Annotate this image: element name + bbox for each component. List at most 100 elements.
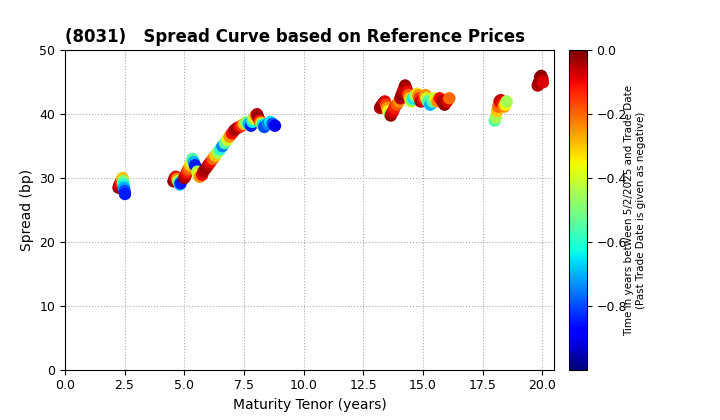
- Point: [238, 121, 250, 127]
- Point: [212, 149, 223, 156]
- Point: [494, 98, 505, 105]
- Point: [376, 102, 387, 109]
- Y-axis label: Time in years between 5/2/2025 and Trade Date
(Past Trade Date is given as negat: Time in years between 5/2/2025 and Trade…: [624, 84, 646, 336]
- Point: [248, 116, 259, 123]
- Point: [441, 98, 453, 105]
- Point: [257, 122, 269, 129]
- Point: [173, 178, 184, 185]
- Point: [262, 121, 274, 127]
- Point: [231, 125, 243, 131]
- Point: [210, 152, 221, 159]
- Point: [536, 76, 548, 82]
- Point: [194, 173, 205, 180]
- Point: [405, 98, 417, 105]
- Point: [498, 103, 510, 110]
- Point: [429, 95, 441, 102]
- Point: [255, 119, 266, 126]
- Point: [186, 155, 198, 162]
- Point: [202, 162, 214, 169]
- Point: [501, 98, 513, 105]
- Point: [183, 165, 194, 172]
- Point: [253, 117, 265, 124]
- Point: [491, 108, 503, 114]
- Point: [410, 92, 422, 98]
- Point: [421, 95, 433, 102]
- Point: [496, 98, 508, 105]
- Point: [395, 95, 406, 102]
- Point: [384, 111, 395, 118]
- Y-axis label: Spread (bp): Spread (bp): [19, 169, 34, 251]
- Point: [246, 118, 258, 125]
- Point: [498, 101, 509, 108]
- Point: [431, 98, 443, 105]
- Point: [389, 105, 400, 111]
- Point: [400, 85, 412, 92]
- Point: [174, 179, 185, 186]
- Point: [243, 121, 254, 127]
- Point: [536, 73, 547, 79]
- Point: [420, 92, 431, 98]
- Point: [387, 108, 399, 114]
- Point: [115, 178, 127, 185]
- Point: [398, 85, 410, 92]
- Point: [179, 175, 190, 181]
- Point: [119, 187, 130, 194]
- Point: [168, 178, 179, 185]
- Point: [415, 98, 426, 105]
- Point: [400, 82, 411, 89]
- Point: [418, 97, 429, 104]
- Point: [378, 100, 390, 106]
- Point: [438, 101, 450, 108]
- Point: [180, 173, 192, 179]
- Point: [219, 139, 230, 146]
- X-axis label: Maturity Tenor (years): Maturity Tenor (years): [233, 398, 387, 412]
- Point: [489, 117, 500, 124]
- Point: [382, 108, 394, 114]
- Point: [404, 95, 415, 102]
- Point: [253, 114, 264, 121]
- Point: [382, 105, 393, 111]
- Point: [250, 112, 261, 119]
- Point: [217, 143, 228, 150]
- Point: [434, 95, 446, 102]
- Point: [251, 111, 263, 118]
- Point: [235, 122, 247, 129]
- Point: [436, 98, 448, 105]
- Point: [532, 82, 544, 89]
- Point: [408, 95, 419, 102]
- Point: [385, 112, 397, 119]
- Point: [120, 191, 131, 197]
- Point: [193, 171, 204, 178]
- Point: [118, 181, 130, 188]
- Point: [258, 123, 270, 130]
- Point: [396, 92, 408, 98]
- Point: [114, 182, 125, 189]
- Point: [188, 159, 199, 165]
- Point: [181, 170, 192, 176]
- Point: [192, 168, 203, 175]
- Point: [114, 180, 126, 186]
- Point: [224, 133, 235, 140]
- Point: [114, 181, 125, 188]
- Point: [175, 180, 186, 186]
- Point: [197, 168, 209, 175]
- Point: [380, 101, 392, 108]
- Point: [226, 130, 238, 137]
- Point: [116, 177, 127, 184]
- Point: [403, 92, 415, 98]
- Point: [256, 121, 268, 127]
- Point: [174, 181, 186, 188]
- Point: [402, 89, 413, 95]
- Point: [249, 114, 261, 121]
- Point: [495, 97, 506, 104]
- Point: [170, 173, 181, 180]
- Point: [197, 171, 208, 178]
- Point: [172, 176, 184, 183]
- Point: [200, 165, 212, 172]
- Point: [169, 175, 181, 181]
- Point: [215, 146, 226, 153]
- Point: [386, 110, 397, 116]
- Point: [533, 79, 544, 86]
- Point: [117, 175, 128, 181]
- Point: [117, 176, 128, 183]
